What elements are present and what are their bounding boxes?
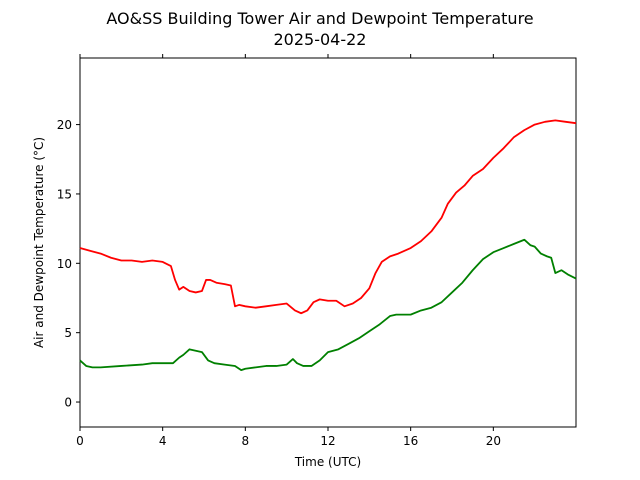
chart-subtitle: 2025-04-22 [274,30,367,49]
x-tick-label: 16 [403,434,418,448]
series-line-1 [79,238,577,372]
x-axis-label: Time (UTC) [294,455,361,469]
x-tick-label: 8 [242,434,250,448]
plot-area: 0 4 8 12 16 20 0 5 10 15 20 [57,54,577,448]
y-axis-label: Air and Dewpoint Temperature (°C) [32,137,46,348]
y-tick-label: 10 [57,257,72,271]
y-tick-label: 0 [64,396,72,410]
y-ticks: 0 5 10 15 20 [57,118,80,410]
x-tick-label: 0 [76,434,84,448]
x-tick-label: 4 [159,434,167,448]
x-tick-label: 12 [320,434,335,448]
series-layer [79,119,577,372]
series-line-0 [79,119,577,315]
y-tick-label: 5 [64,326,72,340]
chart-title: AO&SS Building Tower Air and Dewpoint Te… [106,9,533,28]
y-tick-label: 20 [57,118,72,132]
y-tick-label: 15 [57,187,72,201]
x-ticks: 0 4 8 12 16 20 [76,54,501,448]
x-tick-label: 20 [486,434,501,448]
